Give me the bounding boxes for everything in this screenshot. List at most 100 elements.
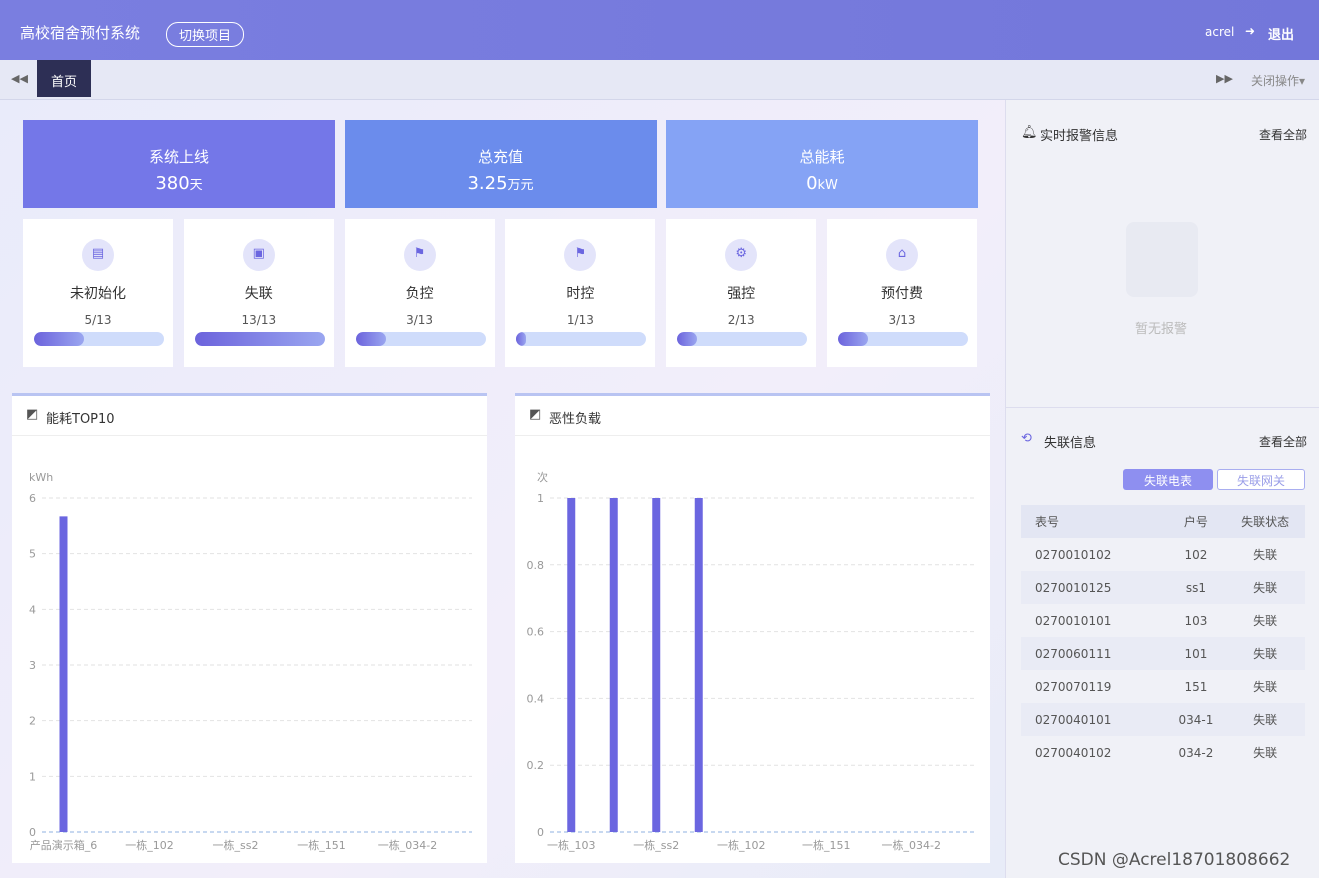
chart-panel: 能耗TOP10 ◩ kWh 0 1 2 3 4 5 6 产品演示箱_6 一栋_102 一栋_ss2 一栋_… [12, 393, 487, 863]
next[interactable]: ▶▶ [1216, 72, 1233, 85]
column-header: 户号 [1166, 505, 1226, 538]
stat-value: 0 [806, 173, 818, 194]
header: 高校宿舍预付系统 切换项目 acrel ➜ 退出 [0, 0, 1319, 60]
bar [567, 498, 576, 832]
status-card: ⚑ 时控 1/13 [505, 219, 656, 367]
table-cell: 失联 [1225, 637, 1305, 670]
table-cell: ss1 [1166, 571, 1226, 604]
stat-value-row: 3.25万元 [345, 173, 657, 194]
x-tick-label: 一栋_103 [547, 838, 596, 852]
tab[interactable]: 首页 [37, 60, 91, 97]
offline-view-all[interactable]: 查看全部 [1259, 435, 1308, 449]
table-cell: 101 [1166, 637, 1226, 670]
logout-icon: ➜ [1245, 24, 1256, 38]
table-cell: 0270070119 [1035, 679, 1112, 694]
table-cell: 失联 [1253, 680, 1278, 694]
x-tick-label: 产品演示箱_6 [30, 838, 98, 852]
bar [59, 516, 68, 832]
status-icon: ⚑ [564, 239, 597, 271]
table-cell: 失联 [1253, 746, 1278, 760]
progress-track [194, 332, 325, 346]
progress-track [516, 332, 647, 346]
status-ratio: 13/13 [241, 313, 277, 327]
y-tick-label: 1 [29, 770, 36, 783]
divider [1006, 407, 1319, 408]
status-ratio: 5/13 [84, 313, 112, 327]
logout[interactable]: 退出 [1268, 28, 1295, 43]
progress-track [677, 332, 808, 346]
y-tick-label: 4 [29, 603, 36, 616]
y-tick-label: 0.6 [527, 626, 545, 639]
table-cell: 034-2 [1178, 745, 1214, 760]
status-label: 失联 [244, 286, 273, 302]
table-cell: 失联 [1253, 548, 1278, 562]
status-ratio: 1/13 [566, 313, 594, 327]
progress-fill [516, 332, 527, 346]
bar [609, 498, 618, 832]
watermark: CSDN @Acrel18701808662 [1058, 850, 1291, 870]
stat-value-row: 0kW [666, 173, 978, 194]
progress-fill [34, 332, 84, 346]
x-tick-label: 一栋_034-2 [882, 838, 941, 852]
stat-value: 3.25 [467, 173, 508, 194]
bar [652, 498, 661, 832]
y-axis-label: 次 [537, 470, 548, 484]
chart-panel: 恶性负载 ◩ 次 0 0.2 0.4 0.6 0.8 1 一栋_103 一栋_ss2 一栋_102 一栋… [515, 393, 990, 863]
progress-fill [838, 332, 868, 346]
progress-fill [677, 332, 698, 346]
tab-meter[interactable]: 失联电表 [1123, 469, 1213, 490]
prev[interactable]: ◀◀ [11, 72, 28, 85]
stat-label: 总充值 [477, 148, 523, 166]
chart-icon: ◩ [26, 407, 39, 422]
switch-button[interactable]: 切换项目 [166, 22, 245, 47]
table-cell: 失联 [1225, 703, 1305, 736]
tab-gateway[interactable]: 失联网关 [1217, 469, 1305, 490]
stat-label: 总能耗 [799, 148, 845, 166]
progress-fill [194, 332, 325, 346]
table-cell: 0270060111 [1021, 637, 1167, 670]
stat-value-row: 380天 [23, 173, 335, 194]
bar [694, 498, 703, 832]
stat-unit: kW [817, 178, 838, 193]
y-tick-label: 0.4 [527, 692, 545, 705]
stat-value: 380 [155, 173, 190, 194]
table-cell: 失联 [1253, 614, 1278, 628]
status-card: ▣ 失联 13/13 [183, 219, 334, 367]
y-tick-label: 0 [537, 826, 544, 839]
close-menu[interactable]: 关闭操作▾ [1251, 74, 1306, 88]
y-tick-label: 3 [29, 659, 36, 672]
table-row: 0270010101 103 失联 [1021, 604, 1305, 637]
stat-card: 系统上线 380天 [23, 120, 335, 208]
stat-unit: 万元 [507, 178, 534, 193]
x-tick-label: 一栋_102 [125, 838, 174, 852]
user: acrel [1205, 25, 1235, 39]
progress-track [838, 332, 968, 346]
bell: 🔔︎ [1021, 125, 1038, 140]
link-icon: ⟲ [1021, 431, 1032, 446]
y-tick-label: 1 [537, 492, 544, 505]
table-cell: 0270040101 [1021, 703, 1167, 736]
table-row: 0270040101 034-1 失联 [1021, 703, 1305, 736]
chart: kWh 0 1 2 3 4 5 6 产品演示箱_6 一栋_102 一栋_ss2 一栋_151 一栋_03… [29, 471, 472, 852]
side-panel: 🔔︎ 实时报警信息 查看全部 暂无报警 ⟲ 失联信息 查看全部 失联电表 失联网… [1005, 100, 1319, 878]
table-cell: 103 [1184, 613, 1208, 628]
alarm-view-all[interactable]: 查看全部 [1259, 128, 1308, 142]
alarm-empty: 暂无报警 [1135, 322, 1188, 337]
progress-fill [355, 332, 386, 346]
x-tick-label: 一栋_034-2 [378, 838, 437, 852]
x-tick-label: 一栋_ss2 [213, 838, 259, 852]
y-tick-label: 5 [29, 548, 36, 561]
chart-title: 恶性负载 [549, 412, 602, 427]
chart-header: 能耗TOP10 [12, 396, 487, 436]
chart: 次 0 0.2 0.4 0.6 0.8 1 一栋_103 一栋_ss2 一栋_102 一栋_151 一… [527, 470, 975, 852]
table-cell: 151 [1184, 679, 1208, 694]
status-icon: ⌂ [886, 239, 918, 271]
table-cell: 102 [1184, 547, 1208, 562]
status-card: ⚙ 强控 2/13 [666, 219, 817, 367]
table-cell: 034-1 [1166, 703, 1226, 736]
app-title: 高校宿舍预付系统 [20, 24, 141, 42]
table-row: 0270070119 151 失联 [1021, 670, 1305, 703]
stat-label: 系统上线 [148, 148, 209, 166]
progress-track [34, 332, 164, 346]
